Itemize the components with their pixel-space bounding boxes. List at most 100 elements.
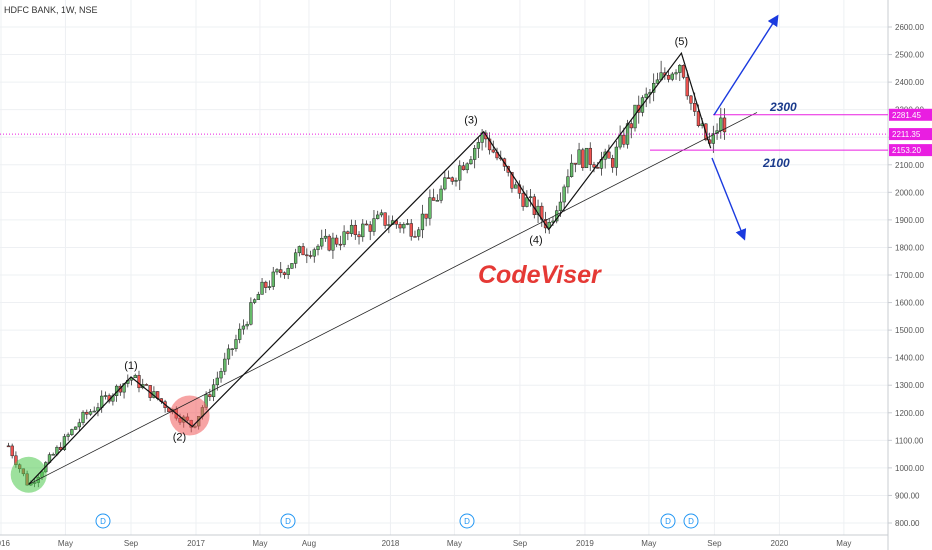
candle-body	[644, 93, 648, 98]
candle-body	[335, 237, 339, 245]
candle-body	[446, 177, 451, 179]
elliott-wave-path	[28, 51, 712, 485]
candle-body	[596, 167, 600, 169]
candle-body	[234, 339, 238, 349]
candle-body	[230, 348, 234, 350]
candle-body	[331, 237, 335, 251]
candle-body	[622, 134, 626, 145]
candle-body	[469, 159, 473, 165]
candle-body	[435, 200, 440, 202]
wave-start-highlight	[10, 456, 47, 493]
candle-body	[353, 224, 357, 235]
candle-body	[413, 236, 417, 238]
candle-body	[487, 138, 492, 151]
candle-body	[443, 177, 447, 190]
candle-body	[461, 165, 466, 171]
candle-body	[297, 246, 302, 254]
candle-body	[249, 302, 253, 325]
dividend-marker-label: D	[464, 517, 470, 526]
dividend-marker	[683, 513, 699, 529]
y-tick-label: 2000.00	[895, 188, 924, 197]
candle-body	[6, 445, 11, 448]
x-tick-label: May	[836, 539, 851, 548]
bullish-projection-arrow	[713, 14, 779, 116]
candle-body	[379, 212, 384, 216]
x-tick-label: May	[252, 539, 267, 548]
level-annotation: 2300	[769, 100, 797, 114]
candle-body	[103, 395, 108, 397]
dividend-marker	[95, 513, 111, 529]
candle-body	[465, 163, 469, 171]
candle-body	[607, 151, 611, 159]
candle-body	[581, 149, 585, 169]
candle-body	[279, 269, 283, 274]
wave-2-highlight	[169, 395, 210, 436]
candle-body	[275, 269, 279, 273]
candle-body	[215, 377, 219, 386]
candle-body	[573, 162, 577, 165]
candle-body	[376, 214, 380, 219]
candle-body	[614, 146, 619, 168]
candle-body	[137, 375, 141, 389]
candle-body	[711, 133, 715, 144]
candle-body	[439, 188, 443, 201]
candle-body	[77, 422, 81, 428]
candle-body	[312, 249, 316, 257]
candle-body	[293, 252, 298, 264]
candle-body	[267, 286, 272, 288]
wave-label: (1)	[124, 360, 137, 372]
candle-body	[722, 117, 727, 133]
candle-body	[420, 213, 425, 231]
bearish-projection-arrow	[711, 157, 747, 241]
candle-body	[450, 177, 454, 182]
candle-body	[417, 229, 421, 237]
candle-body	[409, 223, 413, 237]
price-label-text: 2281.45	[892, 111, 921, 120]
candle-body	[316, 245, 320, 250]
candle-body	[678, 65, 682, 73]
candle-body	[693, 102, 697, 112]
candle-body	[282, 272, 287, 275]
dividend-marker	[459, 513, 475, 529]
candle-body	[361, 223, 365, 238]
candle-body	[655, 79, 660, 84]
dividend-marker-label: D	[100, 517, 106, 526]
candle-body	[144, 384, 149, 386]
x-tick-label: May	[447, 539, 462, 548]
candle-body	[70, 429, 74, 435]
candle-body	[674, 72, 678, 75]
candle-body	[681, 65, 686, 78]
y-tick-label: 1200.00	[895, 409, 924, 418]
level-annotation: 2100	[762, 156, 790, 170]
candle-body	[51, 454, 55, 456]
candle-body	[219, 371, 223, 379]
y-tick-label: 1300.00	[895, 381, 924, 390]
candle-body	[85, 411, 89, 415]
y-tick-label: 1600.00	[895, 299, 924, 308]
candle-body	[260, 281, 264, 295]
candle-body	[223, 358, 227, 372]
candle-body	[357, 234, 361, 238]
x-tick-label: May	[58, 539, 73, 548]
candle-body	[383, 212, 387, 226]
candle-body	[245, 323, 249, 327]
candle-body	[286, 268, 290, 275]
candle-body	[558, 201, 563, 211]
price-label-text: 2153.20	[892, 146, 921, 155]
y-tick-label: 2600.00	[895, 23, 924, 32]
wave-label: (2)	[173, 432, 186, 444]
candle-body	[226, 348, 231, 360]
x-tick-label: 2018	[382, 539, 400, 548]
x-tick-label: Sep	[124, 539, 139, 548]
price-label-box	[889, 144, 932, 157]
candle-body	[301, 246, 305, 256]
x-tick-label: Aug	[302, 539, 316, 548]
candle-body	[308, 255, 313, 257]
candle-body	[402, 223, 406, 229]
candle-body	[458, 165, 462, 181]
y-tick-label: 2400.00	[895, 78, 924, 87]
candle-body	[241, 325, 246, 330]
price-label-box	[889, 128, 932, 141]
candle-body	[66, 434, 70, 437]
